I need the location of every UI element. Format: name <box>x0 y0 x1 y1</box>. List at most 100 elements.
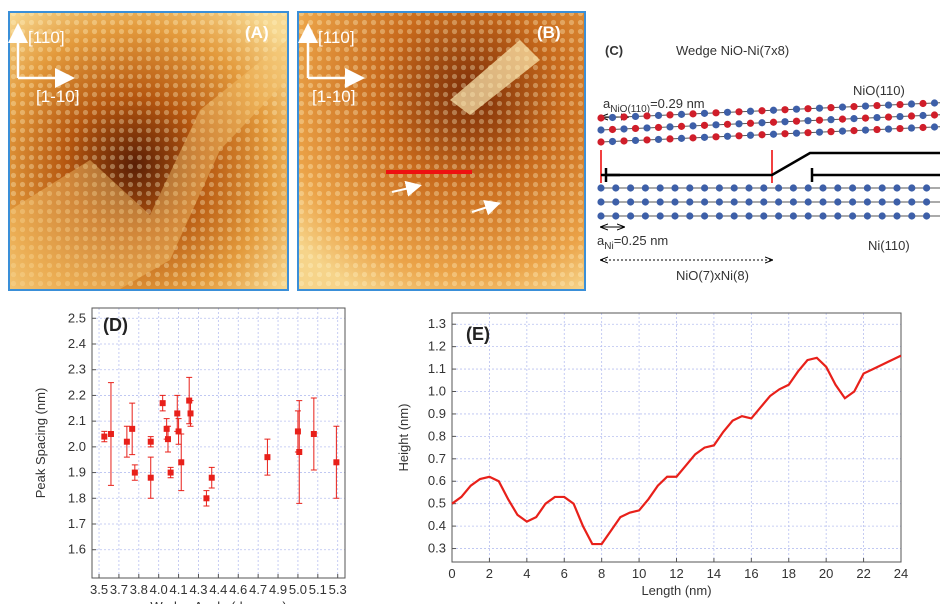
atom <box>861 126 870 134</box>
x-tick-label: 2 <box>486 566 493 581</box>
atom <box>746 119 755 127</box>
atom <box>896 100 904 109</box>
atom <box>850 115 858 123</box>
x-tick-label: 4.3 <box>189 582 207 597</box>
y-tick-label: 1.7 <box>68 516 86 531</box>
atom <box>873 101 881 110</box>
atom <box>631 112 640 121</box>
atom <box>760 184 768 192</box>
spacing-label: aNiO(110)=0.29 nm <box>603 96 705 115</box>
atom <box>815 116 824 124</box>
x-tick-label: 22 <box>856 566 870 581</box>
atom <box>792 117 801 125</box>
atom <box>641 212 650 220</box>
y-tick-label: 2.5 <box>68 310 86 325</box>
atom <box>631 136 640 145</box>
x-tick-label: 16 <box>744 566 758 581</box>
panel-label: (B) <box>537 23 561 42</box>
y-tick-label: 0.7 <box>428 451 446 466</box>
atom <box>677 110 686 118</box>
x-tick-label: 4 <box>523 566 530 581</box>
x-tick-label: 5.1 <box>309 582 327 597</box>
atom <box>701 184 709 192</box>
point <box>333 459 340 466</box>
point <box>147 474 154 481</box>
atom <box>792 129 801 137</box>
atom <box>656 198 664 206</box>
atom <box>723 120 732 128</box>
data-line <box>451 354 902 546</box>
atom <box>620 125 628 133</box>
stm-image-a: [110] [1-10] (A) <box>7 11 289 291</box>
y-tick-label: 2.4 <box>68 336 86 351</box>
atom <box>804 105 812 113</box>
point <box>264 454 271 461</box>
atom <box>597 184 605 192</box>
atom <box>723 108 732 116</box>
atom <box>893 184 901 192</box>
point <box>164 436 171 443</box>
atom <box>834 212 842 220</box>
atom <box>863 198 872 206</box>
atom <box>781 106 789 114</box>
atom <box>804 129 812 137</box>
atom <box>712 109 720 117</box>
atom <box>775 184 783 192</box>
atom <box>666 111 674 119</box>
atom <box>923 212 931 220</box>
atom <box>745 184 753 192</box>
atom <box>597 126 605 134</box>
atom <box>643 112 651 120</box>
y-axis-title: Height (nm) <box>396 404 411 472</box>
y-tick-label: 0.4 <box>428 518 446 533</box>
atom <box>769 118 778 126</box>
atom <box>789 184 798 192</box>
atom <box>677 122 686 130</box>
x-tick-label: 4.9 <box>269 582 287 597</box>
atom <box>701 212 709 220</box>
atom <box>701 198 709 206</box>
atom <box>612 198 620 206</box>
atom <box>861 102 870 110</box>
point <box>129 425 136 432</box>
x-tick-label: 4.6 <box>229 582 247 597</box>
atom <box>715 184 724 192</box>
atom <box>815 104 824 112</box>
atom <box>654 123 663 132</box>
atom <box>723 132 732 140</box>
atom <box>641 198 650 206</box>
atom <box>654 135 663 144</box>
y-tick-label: 1.0 <box>428 384 446 399</box>
atom <box>715 212 724 220</box>
subscript: NiO(110) <box>610 104 650 115</box>
atom <box>656 212 664 220</box>
atom <box>907 100 916 108</box>
point <box>107 431 114 437</box>
plot-frame <box>91 307 346 579</box>
x-tick-label: 0 <box>448 566 455 581</box>
y-tick-label: 0.6 <box>428 473 446 488</box>
atom <box>861 114 870 122</box>
y-tick-label: 2.2 <box>68 387 86 402</box>
atom <box>643 136 651 144</box>
atom <box>769 130 778 138</box>
x-tick-label: 12 <box>669 566 683 581</box>
atom <box>908 198 916 206</box>
atom <box>919 111 927 120</box>
atom <box>827 104 835 112</box>
atom <box>715 198 724 206</box>
y-tick-label: 2.3 <box>68 362 86 377</box>
axis-label: [110] <box>318 28 355 47</box>
point <box>147 438 154 445</box>
atom <box>686 212 694 220</box>
atom <box>700 121 709 129</box>
atom <box>873 113 881 122</box>
atom <box>689 134 697 142</box>
atom <box>700 133 709 141</box>
atom <box>745 198 753 206</box>
atom <box>730 212 738 220</box>
y-tick-label: 2.1 <box>68 413 86 428</box>
atom <box>758 119 766 127</box>
y-tick-label: 1.8 <box>68 490 86 505</box>
